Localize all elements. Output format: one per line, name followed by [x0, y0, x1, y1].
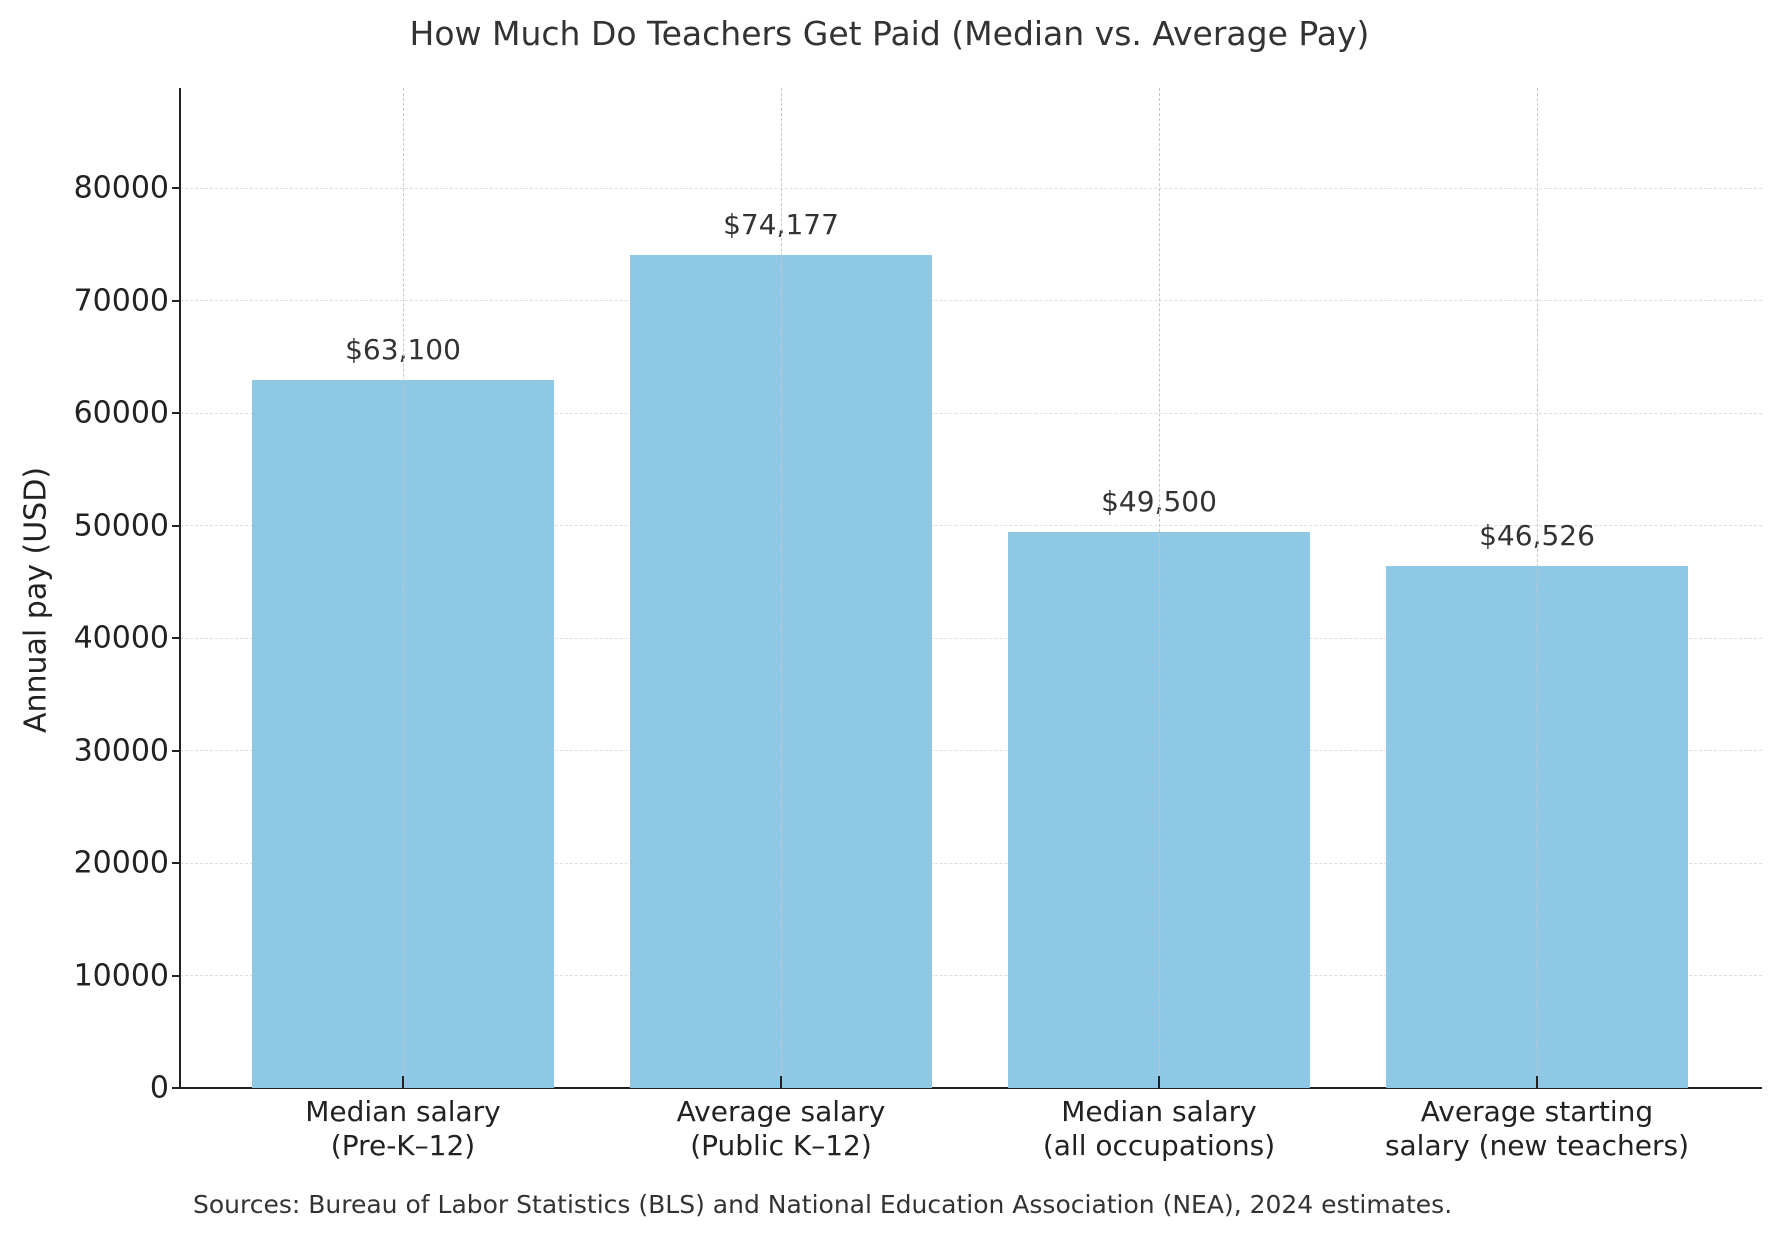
x-label-line1: Average salary	[676, 1095, 886, 1128]
gridline-20000	[180, 863, 1762, 864]
x-tick-label: Average starting salary (new teachers)	[1347, 1095, 1727, 1163]
y-tick-mark	[172, 637, 180, 639]
x-tick-mark	[780, 1076, 782, 1088]
x-label-line2: (Pre-K–12)	[330, 1129, 476, 1162]
y-tick-mark	[172, 187, 180, 189]
gridline-30000	[180, 750, 1762, 751]
y-tick-label: 20000	[73, 845, 169, 881]
y-tick-mark	[172, 525, 180, 527]
vgridline-4	[1537, 88, 1538, 1088]
gridline-60000	[180, 413, 1762, 414]
x-tick-label: Average salary (Public K–12)	[591, 1095, 971, 1163]
y-tick-label: 80000	[73, 170, 169, 206]
bar-value-label: $49,500	[1101, 485, 1217, 518]
x-tick-mark	[402, 1076, 404, 1088]
gridline-70000	[180, 300, 1762, 301]
x-label-line2: salary (new teachers)	[1384, 1129, 1690, 1162]
bar-value-label: $46,526	[1479, 519, 1595, 552]
bar-value-label: $63,100	[345, 333, 461, 366]
x-tick-label: Median salary (Pre-K–12)	[213, 1095, 593, 1163]
x-label-line1: Median salary	[1061, 1095, 1257, 1128]
y-tick-label: 0	[149, 1070, 169, 1106]
y-tick-label: 50000	[73, 508, 169, 544]
x-label-line1: Average starting	[1420, 1095, 1654, 1128]
y-tick-label: 40000	[73, 620, 169, 656]
x-label-line2: (all occupations)	[1042, 1129, 1276, 1162]
y-axis-line	[179, 88, 181, 1089]
gridline-10000	[180, 975, 1762, 976]
chart-title: How Much Do Teachers Get Paid (Median vs…	[409, 14, 1370, 53]
y-tick-label: 70000	[73, 283, 169, 319]
vgridline-2	[781, 88, 782, 1088]
y-tick-label: 60000	[73, 395, 169, 431]
y-tick-mark	[172, 412, 180, 414]
gridline-80000	[180, 188, 1762, 189]
y-tick-mark	[172, 975, 180, 977]
gridline-50000	[180, 525, 1762, 526]
vgridline-3	[1159, 88, 1160, 1088]
bar-value-label: $74,177	[723, 208, 839, 241]
gridline-40000	[180, 638, 1762, 639]
y-tick-mark	[172, 1087, 180, 1089]
y-tick-label: 10000	[73, 958, 169, 994]
y-tick-mark	[172, 862, 180, 864]
x-tick-mark	[1536, 1076, 1538, 1088]
x-label-line1: Median salary	[305, 1095, 501, 1128]
y-tick-label: 30000	[73, 733, 169, 769]
x-label-line2: (Public K–12)	[690, 1129, 872, 1162]
y-tick-mark	[172, 300, 180, 302]
source-note: Sources: Bureau of Labor Statistics (BLS…	[193, 1190, 1453, 1219]
x-tick-mark	[1158, 1076, 1160, 1088]
vgridline-1	[403, 88, 404, 1088]
x-axis-line	[179, 1087, 1762, 1089]
y-axis-title: Annual pay (USD)	[18, 466, 54, 734]
x-tick-label: Median salary (all occupations)	[969, 1095, 1349, 1163]
y-tick-mark	[172, 750, 180, 752]
